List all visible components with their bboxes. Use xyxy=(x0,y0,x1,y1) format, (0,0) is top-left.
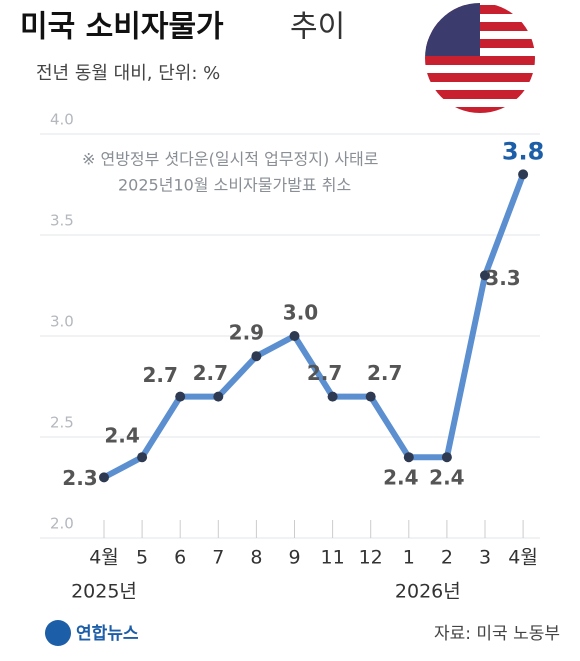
logo: 연합뉴스 xyxy=(76,623,139,644)
point xyxy=(175,391,186,402)
point xyxy=(137,452,148,463)
value-label: 3.8 xyxy=(502,137,545,165)
x-tick-label: 11 xyxy=(321,547,345,569)
value-label: 2.4 xyxy=(104,424,139,448)
value-label: 2.7 xyxy=(307,361,342,385)
value-label: 2.9 xyxy=(229,321,264,345)
point xyxy=(99,472,109,483)
x-tick-label: 2 xyxy=(441,547,453,569)
point xyxy=(365,391,376,402)
value-label: 3.3 xyxy=(485,266,520,290)
point xyxy=(213,391,224,402)
logo-icon xyxy=(45,620,71,646)
x-tick-label: 4월 xyxy=(508,547,538,569)
value-label: 3.0 xyxy=(283,301,318,325)
value-label: 2.7 xyxy=(367,361,402,385)
value-label: 2.7 xyxy=(142,363,177,387)
line xyxy=(102,173,526,481)
year-label: 2025년 xyxy=(71,581,137,603)
annotation: ※ 연방정부 셧다운(일시적 업무정지) 사태로 xyxy=(82,150,378,169)
x-tick-label: 9 xyxy=(288,547,300,569)
y-tick-label: 2.5 xyxy=(50,414,74,432)
point xyxy=(441,452,452,463)
chart-subtitle: 전년 동월 대비, 단위: % xyxy=(36,63,220,84)
x-tick-label: 3 xyxy=(479,547,491,569)
value-label: 2.7 xyxy=(193,361,228,385)
us-flag xyxy=(425,3,535,113)
year-label: 2026년 xyxy=(395,581,461,603)
point xyxy=(289,331,300,341)
x-tick-label: 8 xyxy=(250,547,262,569)
y-tick-label: 3.0 xyxy=(50,313,74,331)
x-tick-label: 7 xyxy=(212,547,224,569)
value-label: 2.3 xyxy=(62,466,97,490)
point xyxy=(327,391,338,402)
point xyxy=(251,351,262,362)
point xyxy=(403,452,414,463)
value-label: 2.4 xyxy=(383,466,418,490)
x-tick-label: 5 xyxy=(136,547,148,569)
point xyxy=(480,270,490,281)
chart-title: 미국 소비자물가 xyxy=(20,10,224,45)
y-tick-label: 3.5 xyxy=(50,212,74,230)
x-tick-label: 6 xyxy=(174,547,186,569)
annotation: 2025년10월 소비자물가발표 취소 xyxy=(118,176,351,195)
point xyxy=(518,169,529,180)
y-tick-label: 4.0 xyxy=(50,111,74,129)
y-tick-label: 2.0 xyxy=(50,515,74,533)
chart-title-suffix: 추이 xyxy=(290,10,345,45)
x-tick-label: 12 xyxy=(359,547,383,569)
source: 자료: 미국 노동부 xyxy=(434,624,560,644)
x-tick-label: 1 xyxy=(403,547,415,569)
x-tick-label: 4월 xyxy=(89,547,119,569)
value-label: 2.4 xyxy=(429,466,464,490)
